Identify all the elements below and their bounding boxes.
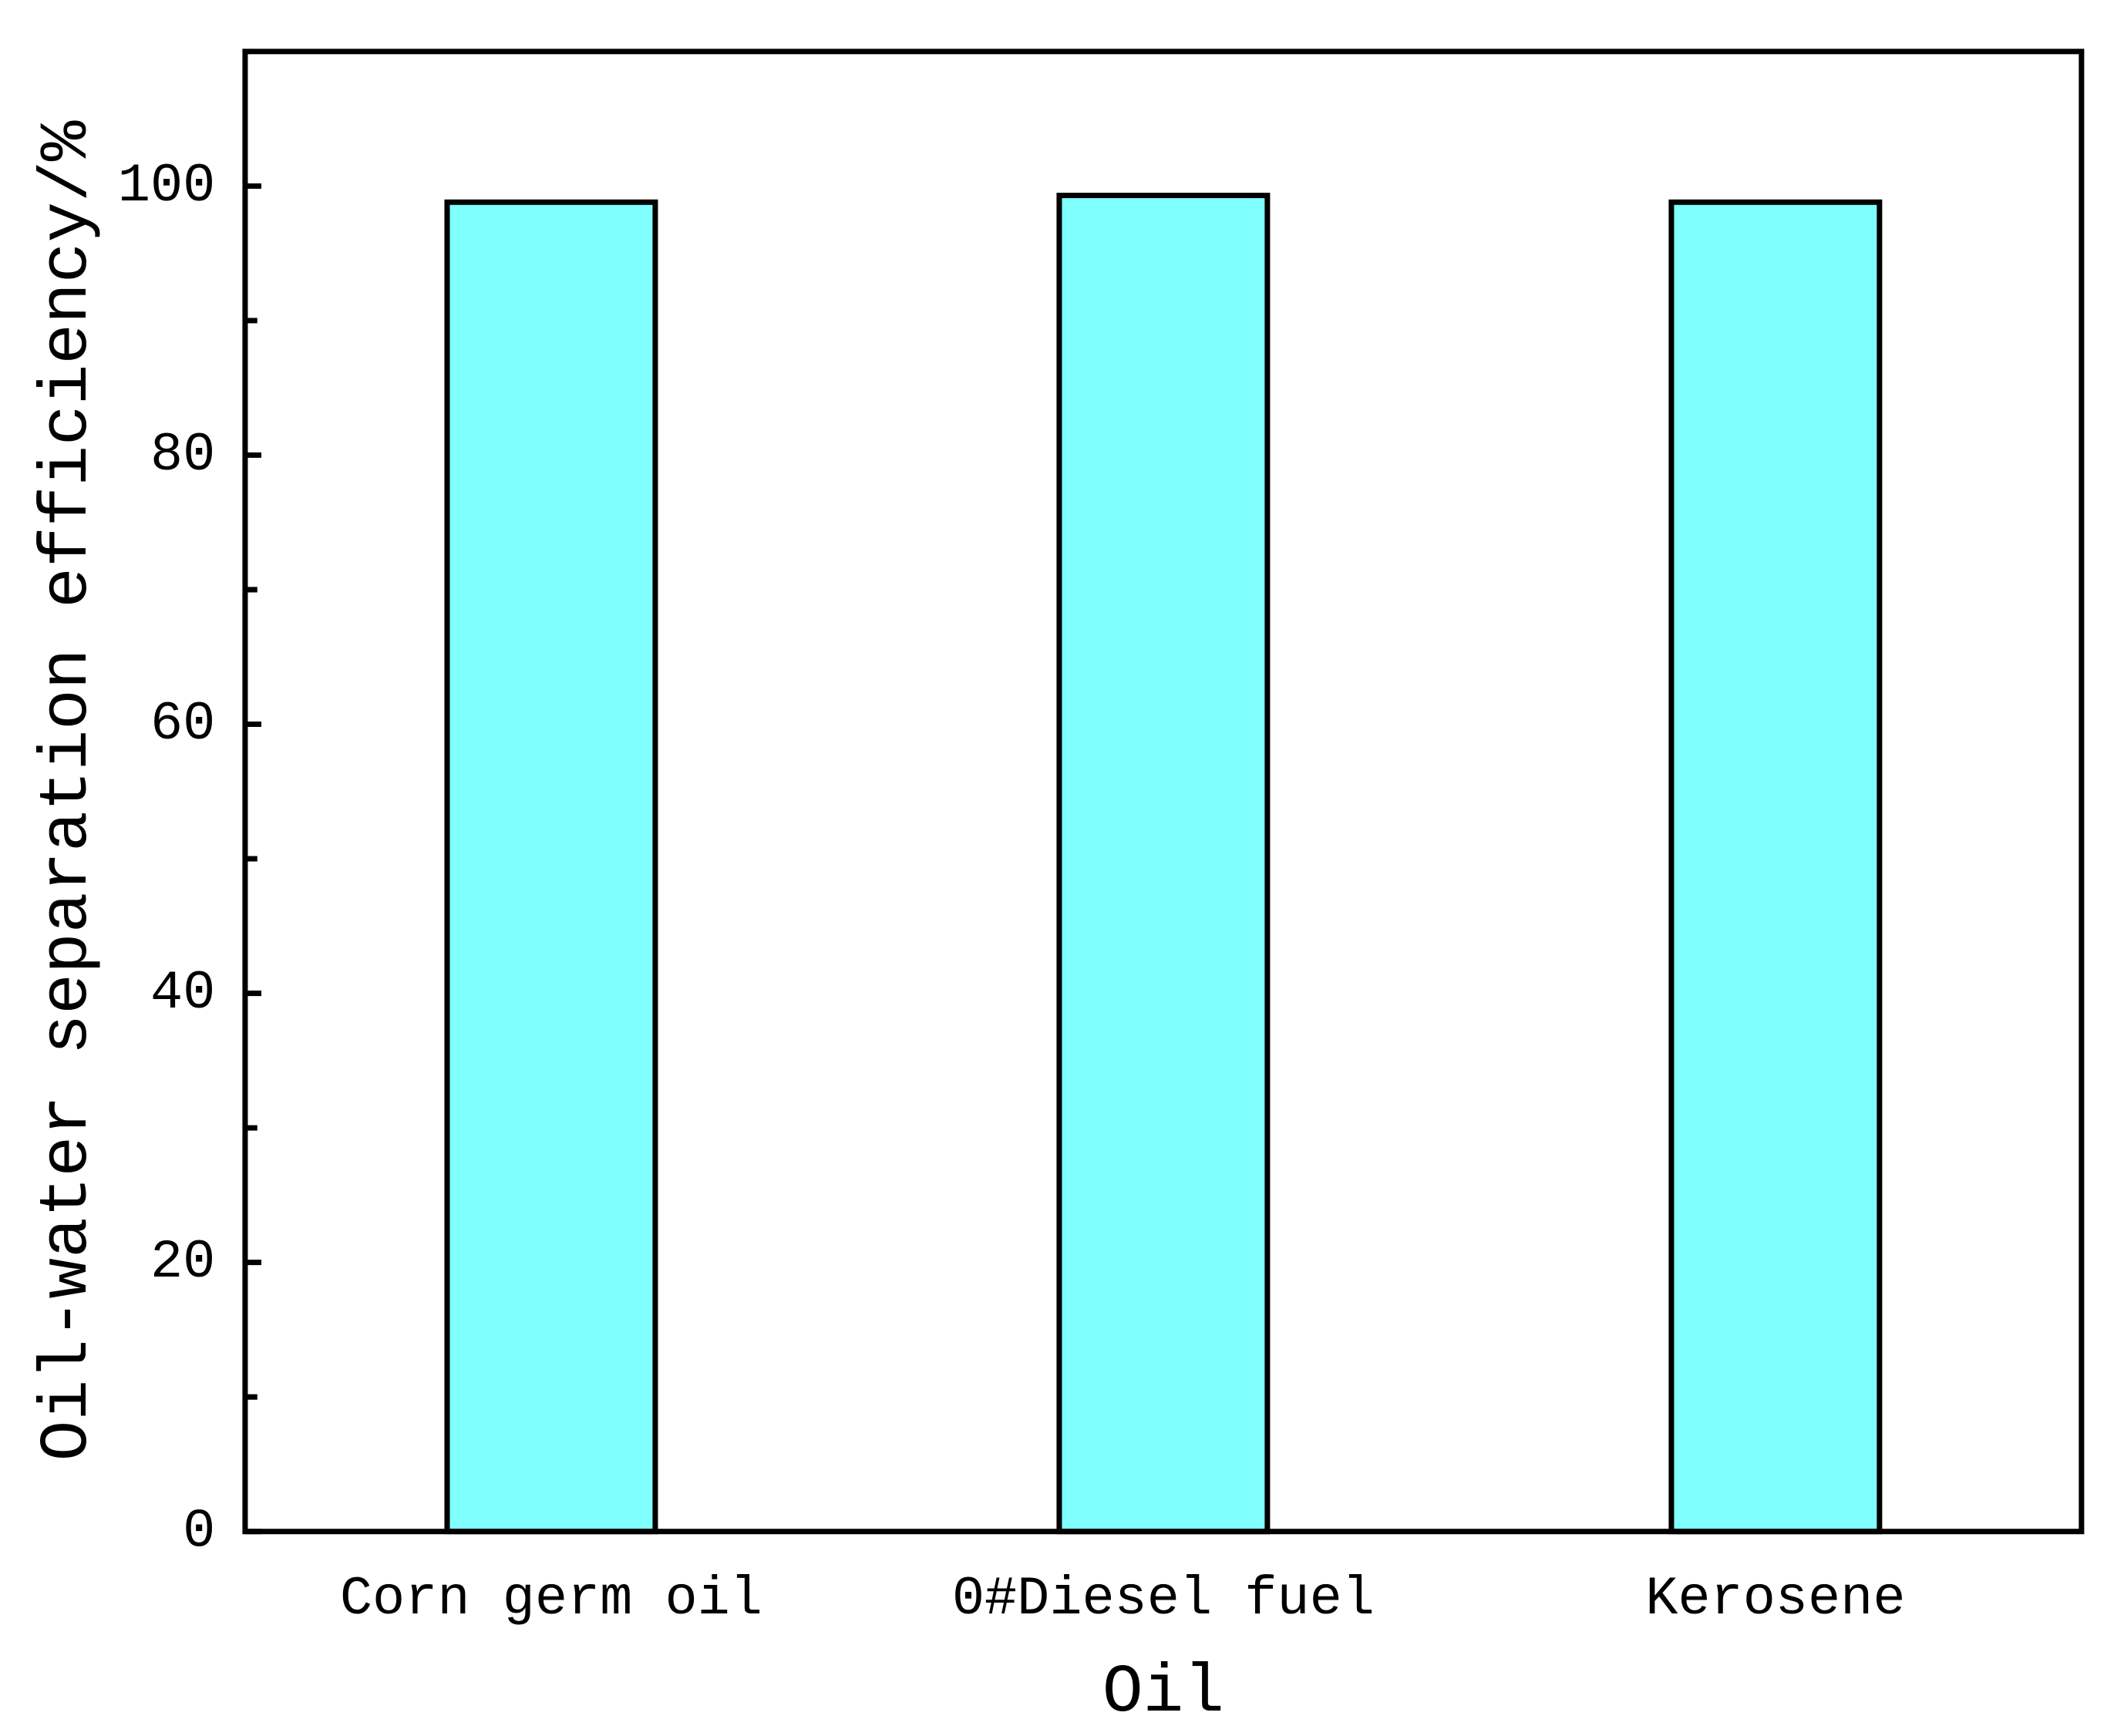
plot-frame — [242, 49, 2085, 1535]
bar — [1668, 199, 1883, 1535]
y-tick-label: 20 — [150, 1233, 215, 1294]
x-tick-label: 0#Diesel fuel — [952, 1569, 1375, 1630]
x-axis-title: Oil — [1102, 1655, 1224, 1731]
x-tick-label: Kerosene — [1645, 1569, 1905, 1630]
x-tick-label: Corn germ oil — [340, 1569, 762, 1630]
y-tick-label: 60 — [150, 695, 215, 755]
bar — [444, 199, 658, 1535]
y-tick-label: 0 — [183, 1502, 215, 1563]
y-tick-label: 40 — [150, 964, 215, 1024]
bar — [1056, 193, 1271, 1535]
y-tick-label: 100 — [118, 156, 215, 217]
y-tick-label: 80 — [150, 426, 215, 486]
y-axis-title: Oil-water separation efficiency/% — [30, 120, 106, 1461]
